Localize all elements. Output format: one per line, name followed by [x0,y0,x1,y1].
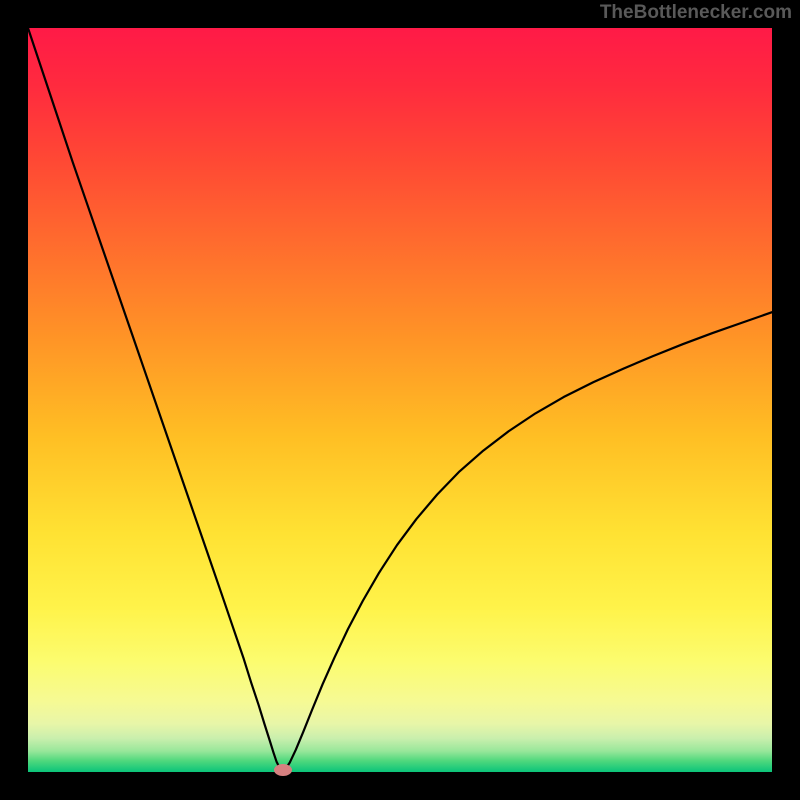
optimum-marker [274,764,292,776]
chart-container: TheBottlenecker.com [0,0,800,800]
watermark-text: TheBottlenecker.com [600,2,792,24]
plot-area [28,28,772,772]
chart-svg [28,28,772,772]
gradient-background [28,28,772,772]
